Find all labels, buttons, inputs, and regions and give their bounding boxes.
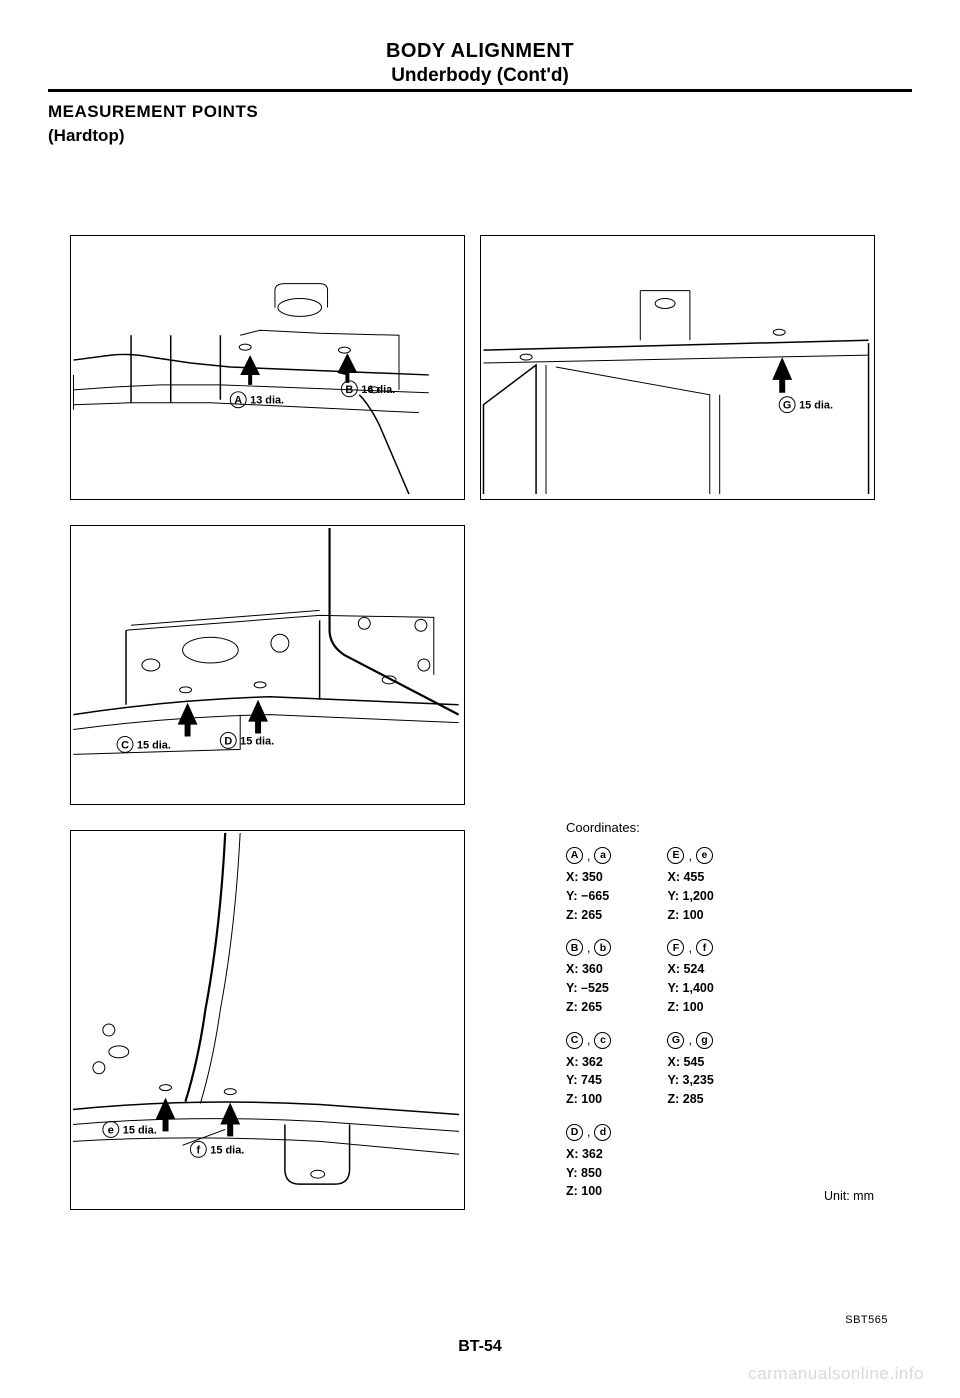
dia-text: 15 dia. [137, 739, 171, 751]
unit-label: Unit: mm [824, 1189, 874, 1203]
coord-block: G, g X: 545Y: 3,235Z: 285 [667, 1032, 713, 1109]
dia-text: 15 dia. [210, 1144, 244, 1156]
circle-label: D [224, 735, 232, 747]
coord-z: Z: 100 [566, 1090, 611, 1109]
coord-x: X: 362 [566, 1053, 611, 1072]
coord-block: D, d X: 362Y: 850Z: 100 [566, 1124, 611, 1201]
diagram-panel-d: e 15 dia. f 15 dia. [70, 830, 465, 1210]
coord-circle-upper: E [667, 847, 684, 864]
coord-circle-lower: a [594, 847, 611, 864]
coord-z: Z: 265 [566, 906, 611, 925]
comma: , [587, 941, 590, 955]
dia-text: 15 dia. [240, 735, 274, 747]
section-heading: MEASUREMENT POINTS [48, 102, 912, 122]
page-subtitle: Underbody (Cont'd) [48, 65, 912, 87]
coord-circle-upper: D [566, 1124, 583, 1141]
section-subheading: (Hardtop) [48, 126, 912, 146]
coord-circle-lower: c [594, 1032, 611, 1049]
watermark: carmanualsonline.info [748, 1364, 924, 1384]
page-header: BODY ALIGNMENT Underbody (Cont'd) [48, 40, 912, 92]
coord-y: Y: 3,235 [667, 1071, 713, 1090]
diagram-panel-c: C 15 dia. D 15 dia. [70, 525, 465, 805]
coord-circle-upper: G [667, 1032, 684, 1049]
coord-col-left: A,aX: 350Y: −665Z: 265B,bX: 360Y: –525Z:… [566, 847, 611, 1201]
coord-circle-upper: A [566, 847, 583, 864]
coord-x: X: 455 [667, 868, 713, 887]
coord-circle-lower: b [594, 939, 611, 956]
comma: , [688, 849, 691, 863]
circle-label: A [234, 395, 242, 407]
comma: , [587, 1125, 590, 1139]
comma: , [587, 1033, 590, 1047]
coord-circle-lower: f [696, 939, 713, 956]
dia-text: 15 dia. [123, 1124, 157, 1136]
coord-y: Y: 1,400 [667, 979, 713, 998]
diagram-panels: A 13 dia. B 16 dia. [70, 235, 890, 1278]
circle-label: B [345, 384, 353, 396]
coord-x: X: 545 [667, 1053, 713, 1072]
coordinates-block: Coordinates: A,aX: 350Y: −665Z: 265B,bX:… [566, 820, 866, 1201]
coord-x: X: 350 [566, 868, 611, 887]
dia-text: 13 dia. [250, 395, 284, 407]
comma: , [587, 849, 590, 863]
circle-label: C [121, 739, 129, 751]
coord-z: Z: 100 [667, 906, 713, 925]
coord-y: Y: 1,200 [667, 887, 713, 906]
page-title: BODY ALIGNMENT [48, 40, 912, 63]
coord-block: A, a X: 350Y: −665Z: 265 [566, 847, 611, 924]
coord-circle-upper: C [566, 1032, 583, 1049]
coord-block: C, c X: 362Y: 745Z: 100 [566, 1032, 611, 1109]
coord-circle-upper: F [667, 939, 684, 956]
coord-y: Y: −665 [566, 887, 611, 906]
comma: , [688, 1033, 691, 1047]
coord-x: X: 360 [566, 960, 611, 979]
coord-col-right: E,eX: 455Y: 1,200Z: 100F,fX: 524Y: 1,400… [667, 847, 713, 1201]
coord-z: Z: 100 [566, 1182, 611, 1201]
circle-label: e [108, 1124, 114, 1136]
diagram-panel-a: A 13 dia. B 16 dia. [70, 235, 465, 500]
coord-block: F, f X: 524Y: 1,400Z: 100 [667, 939, 713, 1016]
coord-z: Z: 265 [566, 998, 611, 1017]
coord-circle-lower: e [696, 847, 713, 864]
coord-circle-upper: B [566, 939, 583, 956]
dia-text: 15 dia. [799, 400, 833, 412]
figure-code: SBT565 [845, 1314, 888, 1326]
circle-label: G [783, 400, 791, 412]
circle-label: f [197, 1144, 201, 1156]
coord-z: Z: 100 [667, 998, 713, 1017]
page-number: BT-54 [0, 1338, 960, 1356]
coord-block: E, e X: 455Y: 1,200Z: 100 [667, 847, 713, 924]
coord-block: B, b X: 360Y: –525Z: 265 [566, 939, 611, 1016]
coordinates-title: Coordinates: [566, 820, 866, 835]
diagram-panel-b: G 15 dia. [480, 235, 875, 500]
coord-x: X: 362 [566, 1145, 611, 1164]
coord-z: Z: 285 [667, 1090, 713, 1109]
comma: , [688, 941, 691, 955]
coord-y: Y: 745 [566, 1071, 611, 1090]
coord-x: X: 524 [667, 960, 713, 979]
coord-circle-lower: d [594, 1124, 611, 1141]
coord-y: Y: 850 [566, 1164, 611, 1183]
dia-text: 16 dia. [361, 384, 395, 396]
coord-circle-lower: g [696, 1032, 713, 1049]
coord-y: Y: –525 [566, 979, 611, 998]
